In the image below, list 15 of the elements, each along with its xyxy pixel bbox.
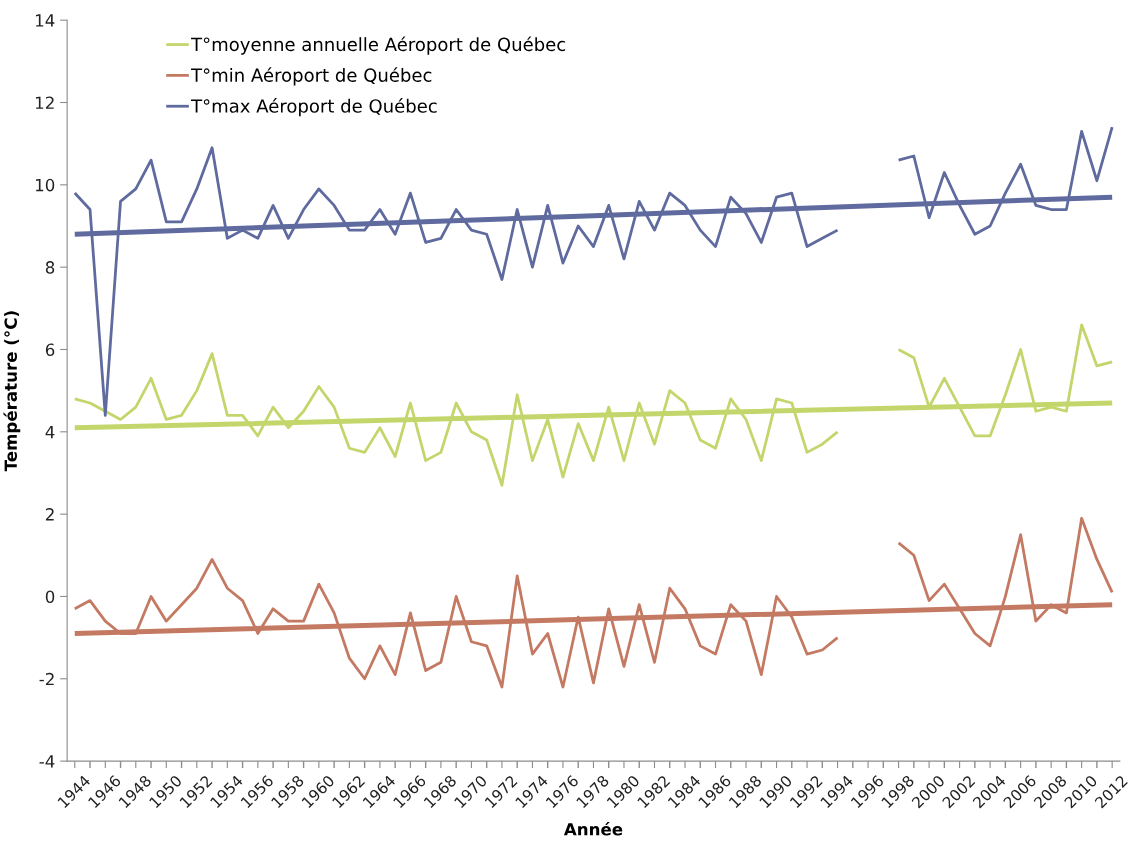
y-tick-label: 8 bbox=[45, 261, 55, 274]
y-tick-label: -2 bbox=[39, 672, 54, 686]
y-tick-label: 6 bbox=[45, 343, 55, 357]
legend-label: T°max Aéroport de Québec bbox=[191, 98, 437, 117]
y-tick-label: 14 bbox=[35, 14, 55, 27]
y-tick-label: 10 bbox=[35, 178, 55, 192]
x-axis-title: Année bbox=[563, 822, 623, 836]
y-tick-label: 0 bbox=[45, 590, 55, 604]
y-axis-title: Température (°C) bbox=[3, 311, 21, 472]
legend-label: T°moyenne annuelle Aéroport de Québec bbox=[191, 36, 566, 55]
y-tick-label: 2 bbox=[45, 508, 54, 521]
legend-label: T°min Aéroport de Québec bbox=[191, 67, 432, 86]
y-tick-label: -4 bbox=[39, 755, 55, 768]
y-tick-label: 4 bbox=[45, 425, 55, 439]
y-tick-label: 12 bbox=[35, 96, 54, 109]
